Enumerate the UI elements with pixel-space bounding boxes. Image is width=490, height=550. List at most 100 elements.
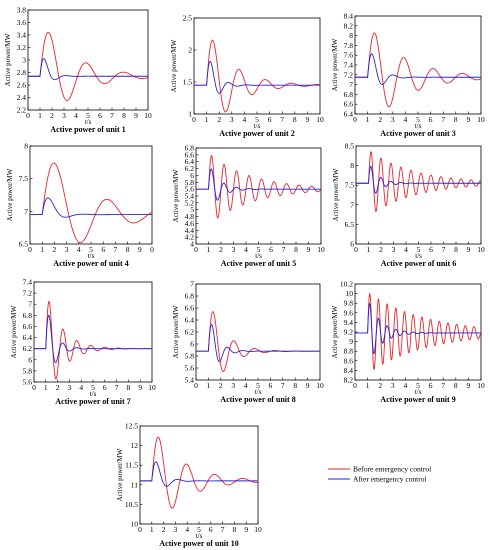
x-tick-label: 8 [454, 245, 458, 254]
x-tick-label: 9 [467, 381, 471, 390]
y-tick-label: 4 [190, 240, 194, 249]
y-tick-label: 5.8 [185, 178, 195, 187]
x-tick-label: 9 [467, 245, 471, 254]
chart-title: Active power of unit 3 [380, 129, 455, 138]
chart-unit-5: 44.24.44.64.855.25.45.65.866.26.46.66.80… [172, 144, 325, 269]
y-tick-label: 7.5 [345, 181, 355, 190]
chart-title: Active power of unit 8 [220, 395, 295, 404]
y-axis-label: Active power/MW [331, 305, 339, 358]
y-tick-label: 6.8 [185, 292, 195, 301]
series-line-before [30, 162, 153, 244]
x-tick-label: 2 [378, 381, 382, 390]
series-line-before [140, 436, 259, 509]
y-tick-label: 9.8 [344, 299, 354, 308]
x-tick-label: 5 [416, 381, 420, 390]
legend: Before emergency control After emergency… [328, 465, 431, 484]
x-tick-label: 10 [477, 115, 485, 124]
x-tick-label: 2 [56, 383, 60, 392]
y-tick-label: 6.4 [185, 157, 195, 166]
y-tick-label: 6 [190, 171, 194, 180]
chart-unit-1: 2.22.42.62.833.23.43.63.80 1 2 3 4 5 6 7 8 9 10t/s… [4, 6, 152, 135]
y-tick-label: 7.6 [344, 51, 354, 60]
x-tick-label: 3 [174, 525, 178, 534]
x-tick-label: 3 [62, 111, 66, 120]
x-tick-label: 8 [233, 525, 237, 534]
y-axis-label: Active power/MW [332, 168, 340, 221]
y-tick-label: 3.4 [17, 31, 27, 40]
x-tick-label: 6 [429, 381, 433, 390]
y-tick-label: 2.2 [17, 106, 27, 115]
x-tick-label: 5 [86, 111, 90, 120]
y-tick-label: 2.5 [183, 14, 193, 23]
y-tick-label: 9 [349, 337, 353, 346]
x-tick-label: 7 [281, 381, 285, 390]
x-tick-label: 6 [103, 383, 107, 392]
x-tick-label: 7 [110, 111, 114, 120]
chart-title: Active power of unit 7 [55, 397, 130, 406]
x-tick-label: 9 [467, 115, 471, 124]
y-tick-label: 8.6 [344, 356, 354, 365]
x-tick-label: 7 [282, 245, 286, 254]
x-axis-label: t/s [255, 388, 262, 396]
series-line-before [28, 31, 149, 101]
series-line-after [196, 324, 320, 363]
x-tick-label: 1 [38, 111, 42, 120]
x-tick-label: 6 [269, 245, 273, 254]
y-tick-label: 11.5 [125, 461, 138, 470]
y-tick-label: 6.5 [345, 220, 355, 229]
x-tick-label: 5 [255, 115, 259, 124]
y-tick-label: 6.2 [185, 328, 195, 337]
x-tick-label: 0 [150, 245, 154, 254]
x-tick-label: 6 [101, 245, 105, 254]
x-axis-label: t/s [85, 118, 92, 126]
plot-frame [354, 15, 482, 115]
chart-title: Active power of unit 10 [159, 539, 238, 548]
y-tick-label: 6.8 [185, 144, 195, 153]
x-tick-label: 9 [138, 245, 142, 254]
y-tick-label: 8.5 [345, 142, 355, 151]
x-tick-label: 6 [269, 381, 273, 390]
x-tick-label: 2 [53, 245, 57, 254]
x-tick-label: 4 [74, 111, 78, 120]
y-tick-label: 6.2 [23, 344, 33, 353]
x-tick-label: 5 [256, 381, 260, 390]
y-tick-label: 9.2 [344, 328, 354, 337]
y-tick-label: 6.2 [185, 164, 195, 173]
chart-unit-7: 5.65.866.26.46.66.877.27.40 1 2 3 4 5 6 7 8 9 10t/… [10, 278, 156, 407]
y-tick-label: 6.4 [23, 333, 33, 342]
y-tick-label: 3.2 [17, 43, 27, 52]
x-tick-label: 8 [454, 381, 458, 390]
y-tick-label: 8.4 [344, 12, 354, 21]
y-tick-label: 6.6 [23, 322, 33, 331]
x-tick-label: 10 [316, 381, 324, 390]
y-tick-label: 2.6 [17, 81, 27, 90]
x-tick-label: 4 [77, 245, 81, 254]
x-tick-label: 4 [185, 525, 189, 534]
series-line-after [194, 60, 320, 94]
x-tick-label: 9 [244, 525, 248, 534]
y-tick-label: 8.2 [344, 376, 354, 385]
series-line-after [355, 53, 481, 85]
y-tick-label: 5.8 [185, 352, 195, 361]
x-tick-label: 2 [50, 111, 54, 120]
y-tick-label: 5.6 [185, 185, 195, 194]
y-tick-label: 10 [346, 289, 354, 298]
chart-title: Active power of unit 2 [219, 129, 294, 138]
x-tick-label: 10 [148, 383, 156, 392]
x-tick-label: 2 [379, 245, 383, 254]
y-tick-label: 3.6 [17, 18, 27, 27]
x-tick-label: 8 [454, 115, 458, 124]
chart-panels: 2.22.42.62.833.23.43.63.80 1 2 3 4 5 6 7 8 9 10t/s… [4, 6, 485, 549]
y-tick-label: 5 [190, 205, 194, 214]
x-tick-label: 1 [366, 381, 370, 390]
x-tick-label: 6 [98, 111, 102, 120]
x-tick-label: 3 [232, 245, 236, 254]
x-tick-label: 1 [40, 245, 44, 254]
x-tick-label: 10 [144, 111, 152, 120]
x-tick-label: 1 [44, 383, 48, 392]
y-tick-label: 7.8 [344, 41, 354, 50]
y-tick-label: 9.4 [344, 318, 354, 327]
y-tick-label: 4.8 [185, 212, 195, 221]
